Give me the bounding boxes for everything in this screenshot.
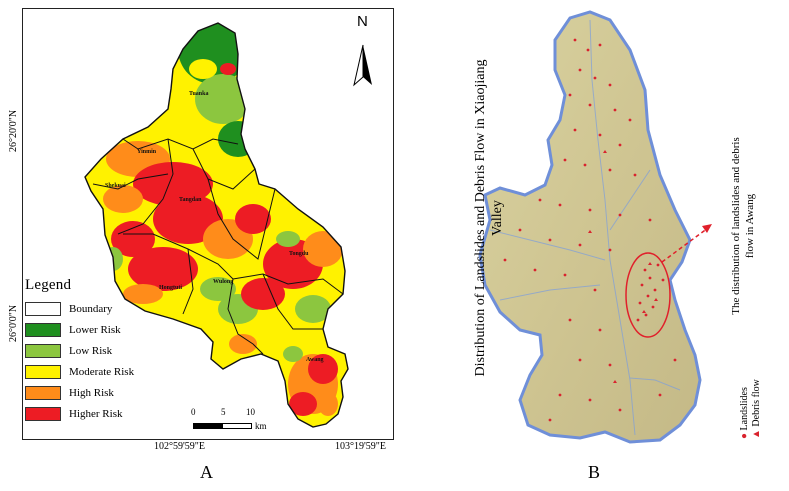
awang-highlight bbox=[625, 252, 671, 338]
distribution-map-panel: Distribution of Landslides and Debris Fl… bbox=[470, 0, 770, 460]
arrowhead-icon bbox=[702, 224, 712, 233]
landslide-points bbox=[503, 38, 677, 422]
panel-b-title: Distribution of Landslides and Debris Fl… bbox=[472, 53, 508, 383]
latitude-label: 26°0'0"N bbox=[8, 304, 19, 342]
town-label: Tuanka bbox=[189, 91, 209, 97]
legend-swatch bbox=[25, 301, 61, 316]
legend-swatch bbox=[25, 343, 61, 358]
town-label: Yinmin bbox=[137, 149, 157, 155]
latitude-label: 26°20'0"N bbox=[8, 109, 19, 152]
risk-legend: Legend Boundary Lower Risk Low Risk Mode… bbox=[25, 277, 175, 424]
north-label: N bbox=[357, 13, 368, 30]
legend-debris-label: Debris flow bbox=[751, 379, 762, 427]
valley-region bbox=[478, 10, 702, 444]
panel-caption-b: B bbox=[588, 462, 601, 482]
legend-row-landslides: ● Landslides bbox=[739, 387, 750, 439]
debris-flow-points bbox=[588, 150, 658, 383]
legend-label: Boundary bbox=[69, 302, 113, 315]
panel-b-legend: ● Landslides ▲ Debris flow bbox=[739, 359, 767, 439]
legend-title: Legend bbox=[25, 277, 72, 293]
panel-caption-a: A bbox=[200, 462, 213, 482]
legend-label: Moderate Risk bbox=[69, 365, 135, 378]
legend-item: Higher Risk bbox=[25, 403, 175, 424]
legend-item: Boundary bbox=[25, 298, 175, 319]
streams bbox=[489, 19, 681, 436]
panel-b-title-text: Distribution of Landslides and Debris Fl… bbox=[473, 59, 505, 377]
scale-tick: 5 bbox=[221, 407, 226, 417]
legend-label: High Risk bbox=[69, 386, 114, 399]
legend-swatch bbox=[25, 322, 61, 337]
legend-item: Lower Risk bbox=[25, 319, 175, 340]
town-label: Shekuai bbox=[105, 183, 126, 189]
scale-unit: km bbox=[255, 421, 267, 431]
town-label: Tongdu bbox=[289, 251, 309, 257]
north-arrow-icon bbox=[353, 44, 372, 87]
awang-annotation: The distribution of landslides and debri… bbox=[729, 131, 761, 321]
legend-landslides-label: Landslides bbox=[739, 387, 750, 431]
longitude-label: 103°19'59"E bbox=[335, 441, 386, 452]
legend-label: Higher Risk bbox=[69, 407, 123, 420]
legend-label: Low Risk bbox=[69, 344, 113, 357]
town-label: Hongtuti bbox=[159, 285, 183, 291]
scale-tick: 10 bbox=[246, 407, 255, 417]
valley-map-svg bbox=[478, 10, 712, 444]
legend-swatch bbox=[25, 364, 61, 379]
legend-swatch bbox=[25, 406, 61, 421]
legend-label: Lower Risk bbox=[69, 323, 121, 336]
town-label: Tangdan bbox=[179, 197, 202, 203]
legend-item: Low Risk bbox=[25, 340, 175, 361]
township-boundaries bbox=[92, 138, 344, 355]
risk-map-panel: N Tuanka Yinmin Shekuai Tangdan Tongdu W… bbox=[22, 8, 394, 440]
awang-annotation-text: The distribution of landslides and debri… bbox=[730, 137, 756, 315]
legend-row-debris: ▲ Debris flow bbox=[751, 379, 762, 439]
scale-bar: 0 5 10 km bbox=[191, 407, 273, 431]
legend-item: High Risk bbox=[25, 382, 175, 403]
scale-tick: 0 bbox=[191, 407, 196, 417]
longitude-label: 102°59'59"E bbox=[154, 441, 205, 452]
legend-item: Moderate Risk bbox=[25, 361, 175, 382]
town-label: Wulong bbox=[213, 279, 234, 285]
town-label: Awang bbox=[306, 357, 324, 363]
pointer-arrow bbox=[661, 227, 709, 263]
legend-swatch bbox=[25, 385, 61, 400]
risk-map-svg bbox=[84, 22, 372, 428]
